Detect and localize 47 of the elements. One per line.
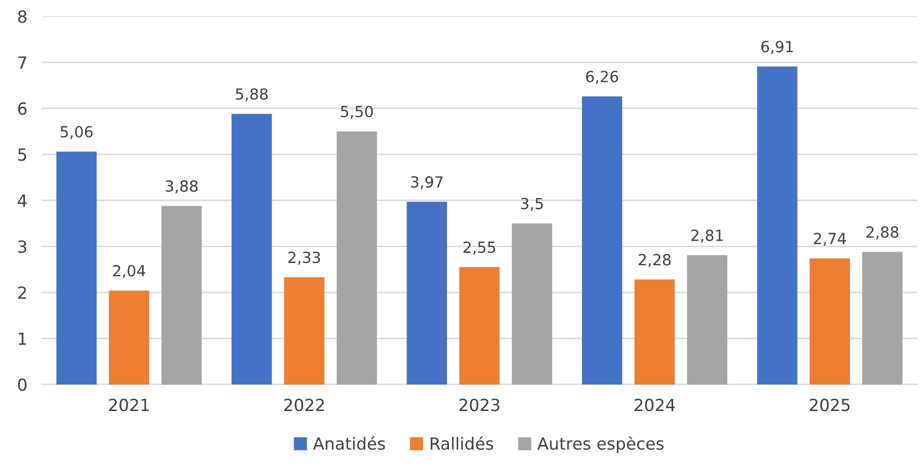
bar xyxy=(108,290,150,384)
y-tick-label: 1 xyxy=(18,332,26,345)
data-label: 3,88 xyxy=(166,180,198,194)
bar xyxy=(161,206,202,384)
y-tick-label: 8 xyxy=(18,10,26,23)
data-label: 6,26 xyxy=(586,70,618,84)
x-tick-label: 2024 xyxy=(634,398,675,412)
bar xyxy=(810,258,850,384)
x-tick-label: 2021 xyxy=(109,398,149,412)
data-label: 3,97 xyxy=(411,176,443,190)
bar xyxy=(56,152,97,384)
bar xyxy=(336,131,377,384)
x-tick-label: 2023 xyxy=(459,398,500,412)
data-label: 2,55 xyxy=(464,241,496,255)
bar xyxy=(582,96,622,384)
bar xyxy=(232,114,272,384)
data-label: 5,50 xyxy=(340,106,373,119)
bar xyxy=(757,66,798,384)
legend-label: Anatidés xyxy=(313,436,385,450)
y-tick-label: 2 xyxy=(18,286,26,299)
bar xyxy=(687,255,728,384)
legend-label: Autres espèces xyxy=(537,436,664,454)
x-tick-label: 2022 xyxy=(284,398,324,412)
data-label: 6,91 xyxy=(761,40,793,54)
bar xyxy=(406,202,448,384)
data-label: 2,81 xyxy=(691,230,723,243)
data-label: 2,33 xyxy=(288,252,320,265)
bar xyxy=(512,223,552,384)
data-label: 2,28 xyxy=(638,254,671,268)
y-tick-label: 6 xyxy=(18,102,27,115)
data-label: 2,88 xyxy=(866,226,898,240)
legend-label: Rallidés xyxy=(430,436,494,450)
x-tick-label: 2025 xyxy=(810,398,850,412)
data-label: 2,74 xyxy=(814,232,846,246)
y-tick-label: 5 xyxy=(18,148,26,161)
data-label: 2,04 xyxy=(113,264,146,278)
bar xyxy=(862,252,902,384)
bar xyxy=(634,280,675,384)
data-label: 5,06 xyxy=(60,126,93,140)
y-tick-label: 3 xyxy=(18,240,26,253)
bar xyxy=(284,277,324,384)
bar xyxy=(459,267,500,384)
data-label: 3,5 xyxy=(521,198,543,211)
data-label: 5,88 xyxy=(236,88,268,102)
y-tick-label: 4 xyxy=(18,194,27,207)
y-tick-label: 7 xyxy=(18,56,26,69)
y-tick-label: 0 xyxy=(18,378,26,392)
